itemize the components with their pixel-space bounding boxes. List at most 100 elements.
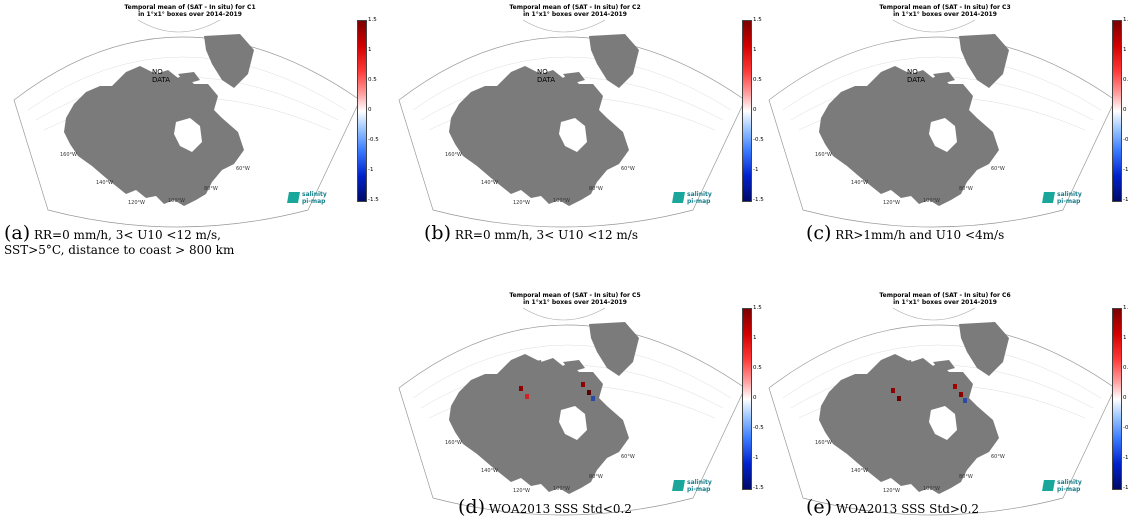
longitude-label: 100°W [553,198,570,204]
greenland-land [959,322,1009,376]
logo-text: pi-map [1057,198,1081,205]
island [531,360,543,370]
graticule-line [27,56,347,111]
data-cell [587,390,591,395]
map-subtitle-line: in 1°x1° boxes over 2014-2019 [523,11,627,18]
salinity-pimep-logo: salinity pi-map [672,478,717,496]
longitude-label: 120°W [883,200,900,206]
data-cell [891,388,895,393]
colorbar-tick: 1.5 [1123,305,1128,311]
map-title-line: Temporal mean of (SAT - In situ) for C5 [509,292,641,299]
longitude-label: 120°W [128,200,145,206]
caption-line1: RR>1mm/h and U10 <4m/s [835,228,1005,242]
no-data-label: NO DATA [537,68,556,84]
logo-mark-icon [1042,192,1055,203]
graticule-line [892,19,976,33]
colorbar-tick: -1 [1123,167,1128,173]
salinity-pimep-logo: salinity pi-map [287,190,332,208]
island [573,90,593,104]
caption-label: (a) [4,222,31,244]
longitude-label: 160°W [60,152,77,158]
colorbar-tick: -0.5 [368,137,379,143]
salinity-pimep-logo: salinity pi-map [1042,478,1087,496]
logo-text: pi-map [687,198,711,205]
data-cell [525,394,529,399]
map-canvas: 160°W 140°W 120°W 100°W 80°W 60°W [398,307,746,516]
colorbar-tick: -1.5 [1123,197,1128,203]
greenland-land [589,322,639,376]
longitude-label: 140°W [851,468,868,474]
colorbar-tick: -0.5 [753,425,764,431]
graticule-line [412,56,732,111]
map-title: Temporal mean of (SAT - In situ) for C2 i… [455,4,695,18]
island [543,80,565,94]
map-canvas: 160°W 140°W 120°W 100°W 80°W 60°W [768,19,1116,228]
data-cell [959,392,963,397]
colorbar-tick: 0.5 [753,365,762,371]
caption-line1: RR=0 mm/h, 3< U10 <12 m/s [454,228,638,242]
colorbar-tick: 1.5 [753,17,762,23]
colorbar-tick: -1.5 [368,197,379,203]
colorbar-tick: -0.5 [1123,425,1128,431]
map-canvas: 160°W 140°W 120°W 100°W 80°W 60°W [768,307,1116,516]
caption-a: (a) RR=0 mm/h, 3< U10 <12 m/s, SST>5°C, … [4,224,384,258]
colorbar-tick: 1 [1123,47,1127,53]
longitude-label: 80°W [589,186,603,192]
logo-text: salinity [687,191,712,198]
island [901,360,913,370]
caption-line1: WOA2013 SSS Std>0.2 [835,502,980,516]
colorbar [1112,20,1122,202]
island [533,88,545,98]
longitude-label: 160°W [815,440,832,446]
graticule-line [782,344,1102,399]
logo-text: pi-map [687,486,711,493]
colorbar-tick: 1 [753,335,757,341]
data-cell [897,396,901,401]
island [166,96,180,106]
logo-mark-icon [672,480,685,491]
data-cell [953,384,957,389]
island [903,88,915,98]
caption-label: (b) [424,222,451,244]
colorbar-tick: 0.5 [1123,365,1128,371]
map-title: Temporal mean of (SAT - In situ) for C3 i… [825,4,1065,18]
map-subtitle-line: in 1°x1° boxes over 2014-2019 [893,299,997,306]
map-title-line: Temporal mean of (SAT - In situ) for C2 [509,4,641,11]
colorbar-tick: 0.5 [753,77,762,83]
map-title-line: Temporal mean of (SAT - In situ) for C6 [879,292,1011,299]
longitude-label: 120°W [883,488,900,494]
map-subtitle-line: in 1°x1° boxes over 2014-2019 [138,11,242,18]
greenland-land [589,34,639,88]
map-title-line: Temporal mean of (SAT - In situ) for C3 [879,4,1011,11]
island [563,72,585,84]
longitude-label: 80°W [959,186,973,192]
longitude-label: 140°W [96,180,113,186]
caption-line2: SST>5°C, distance to coast > 800 km [4,243,235,257]
graticule-line [782,56,1102,111]
caption-label: (c) [806,222,832,244]
colorbar [357,20,367,202]
caption-d: (d) WOA2013 SSS Std<0.2 [458,498,758,517]
longitude-label: 140°W [481,180,498,186]
colorbar-tick: -1 [753,167,759,173]
island [913,368,935,382]
greenland-land [204,34,254,88]
map-title: Temporal mean of (SAT - In situ) for C1 i… [70,4,310,18]
logo-text: salinity [1057,479,1082,486]
island [158,80,180,94]
longitude-label: 60°W [621,454,635,460]
longitude-label: 100°W [168,198,185,204]
no-data-label: NO DATA [907,68,926,84]
caption-label: (d) [458,496,485,518]
logo-mark-icon [672,192,685,203]
longitude-label: 80°W [204,186,218,192]
data-cell [591,396,595,401]
colorbar-tick: 1.5 [368,17,377,23]
no-data-label: NO DATA [152,68,171,84]
island [146,72,158,82]
colorbar-tick: -1.5 [753,485,764,491]
colorbar [1112,308,1122,490]
colorbar-tick: -1.5 [1123,485,1128,491]
caption-c: (c) RR>1mm/h and U10 <4m/s [806,224,1126,243]
colorbar-tick: -0.5 [753,137,764,143]
